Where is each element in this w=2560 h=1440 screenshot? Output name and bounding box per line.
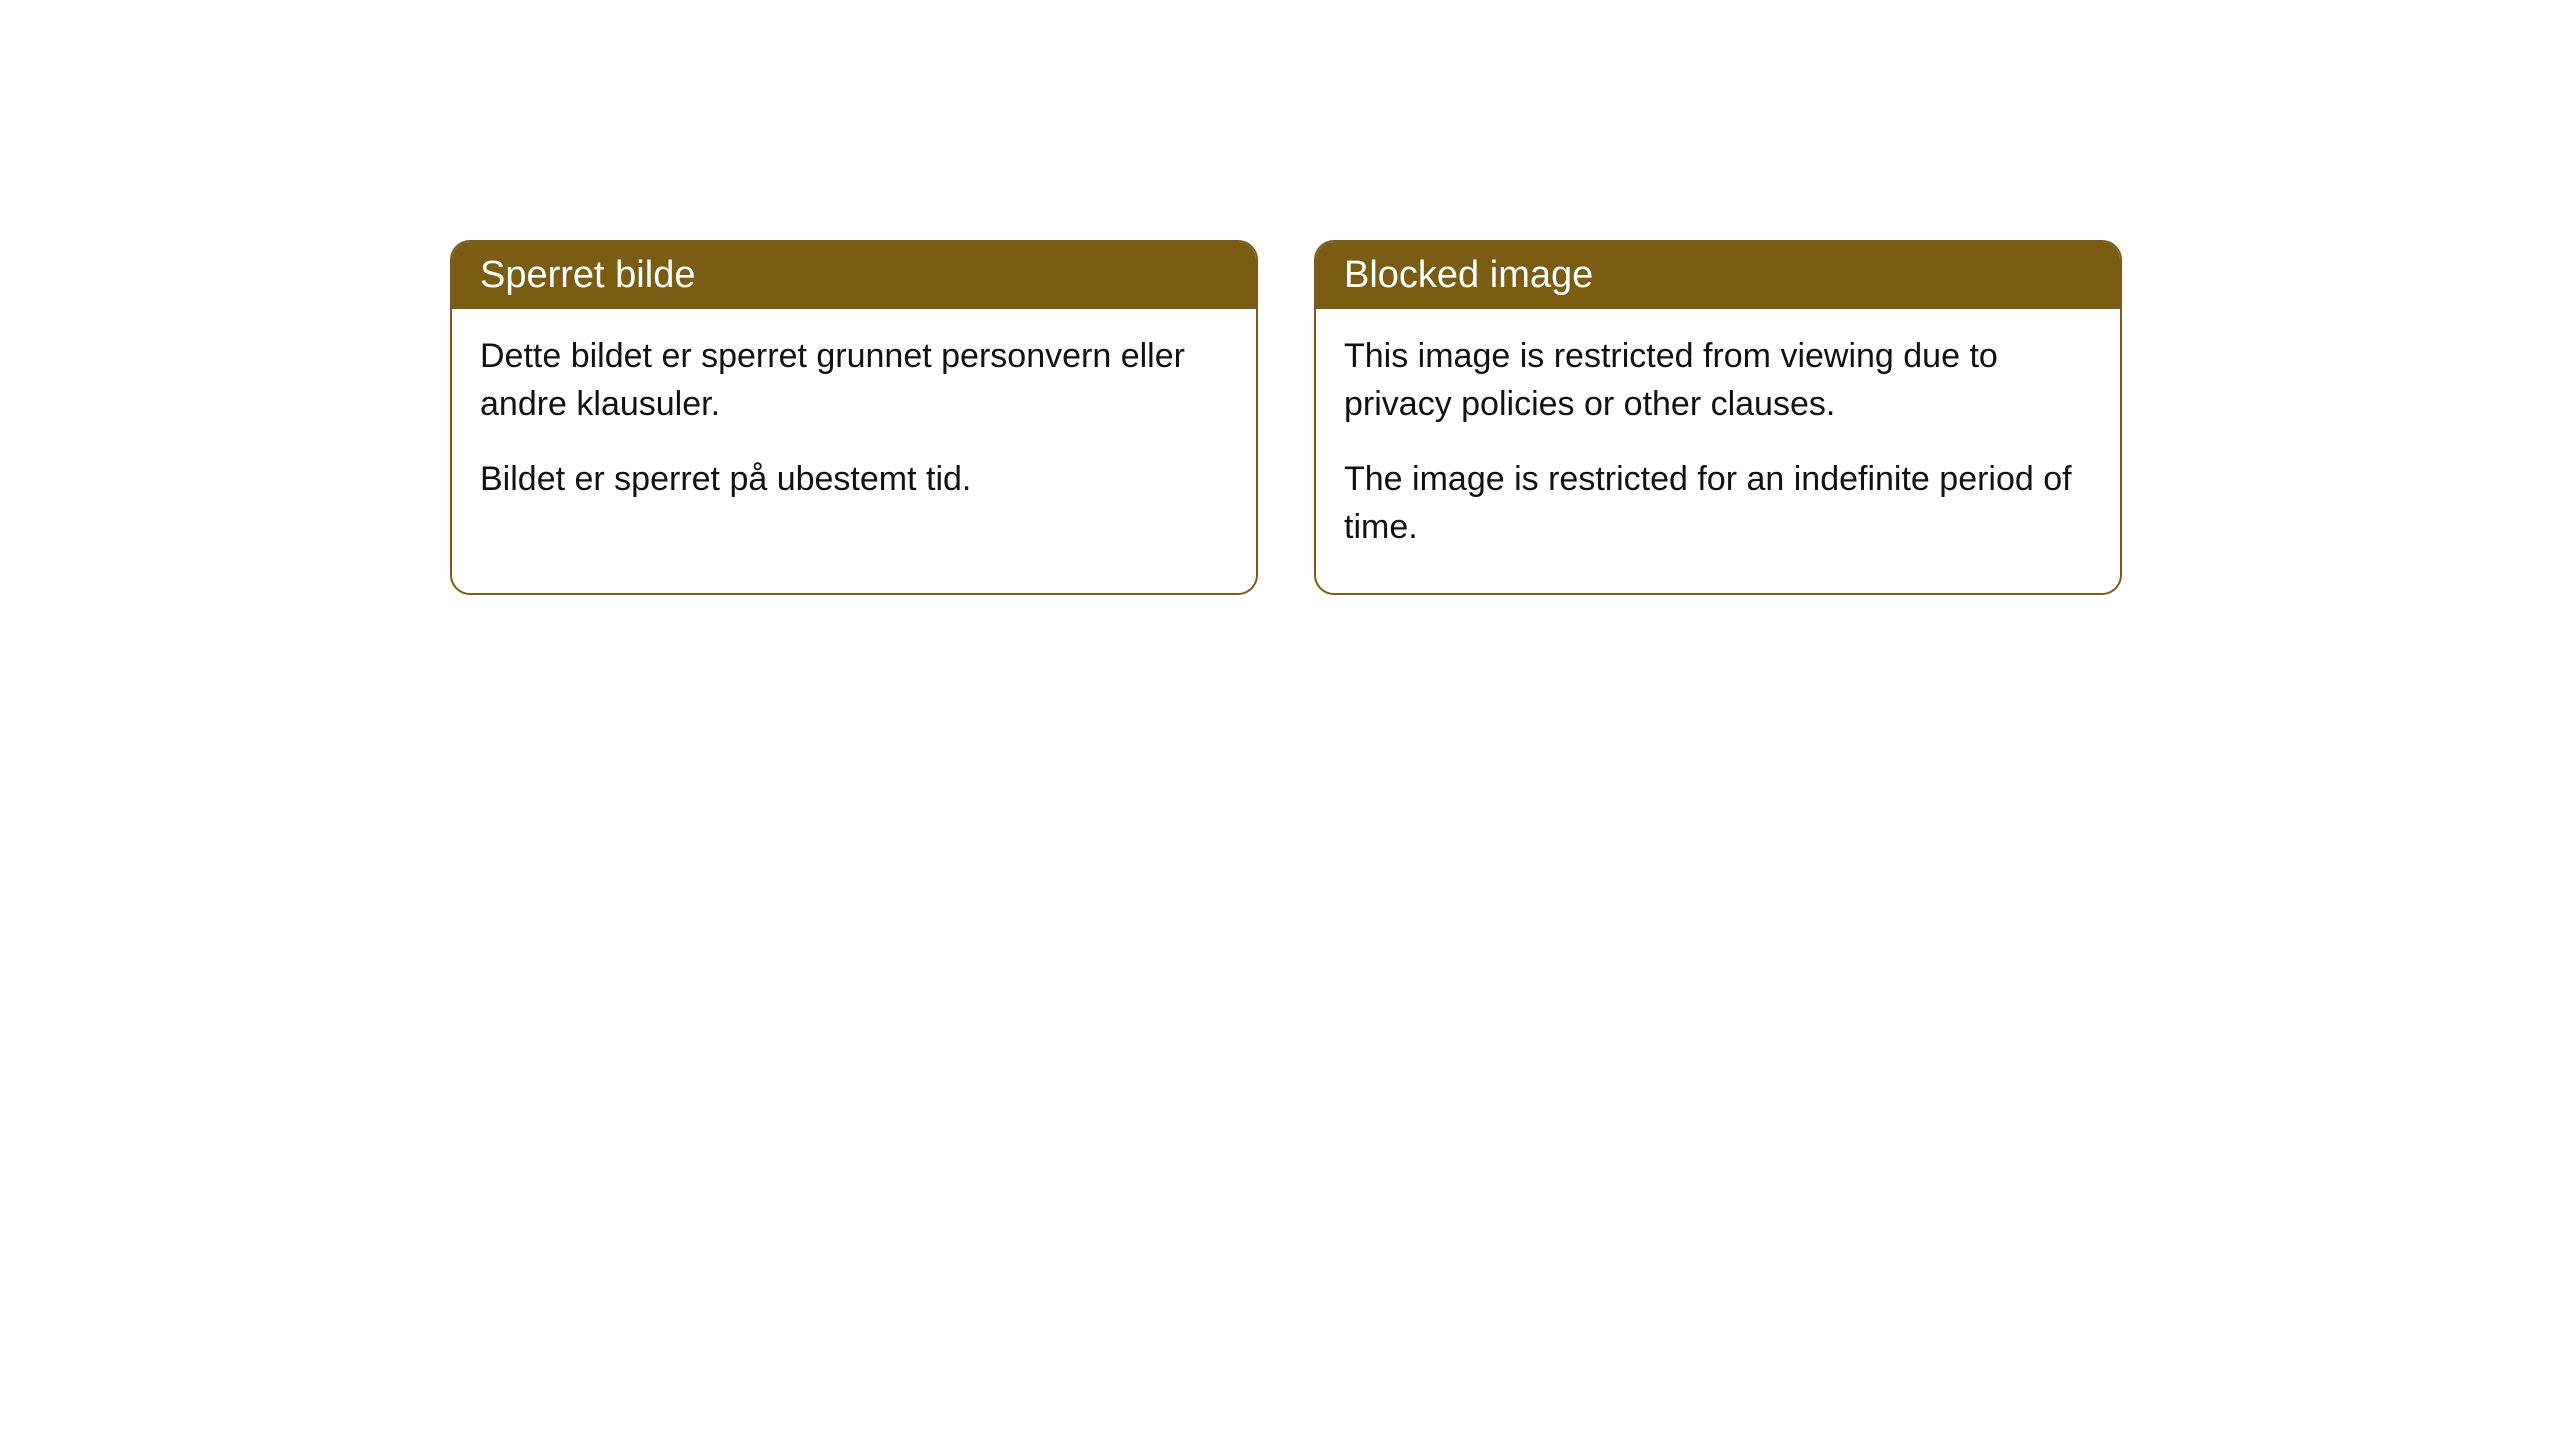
card-header: Sperret bilde <box>452 242 1256 309</box>
card-title: Sperret bilde <box>480 254 695 296</box>
card-paragraph: Bildet er sperret på ubestemt tid. <box>480 456 1228 504</box>
card-paragraph: Dette bildet er sperret grunnet personve… <box>480 333 1228 428</box>
card-paragraph: This image is restricted from viewing du… <box>1344 333 2092 428</box>
card-title: Blocked image <box>1344 254 1593 296</box>
card-header: Blocked image <box>1316 242 2120 309</box>
blocked-image-card-english: Blocked image This image is restricted f… <box>1314 240 2122 595</box>
notice-cards-container: Sperret bilde Dette bildet er sperret gr… <box>450 240 2122 595</box>
card-paragraph: The image is restricted for an indefinit… <box>1344 456 2092 551</box>
card-body: Dette bildet er sperret grunnet personve… <box>452 309 1256 546</box>
card-body: This image is restricted from viewing du… <box>1316 309 2120 593</box>
blocked-image-card-norwegian: Sperret bilde Dette bildet er sperret gr… <box>450 240 1258 595</box>
